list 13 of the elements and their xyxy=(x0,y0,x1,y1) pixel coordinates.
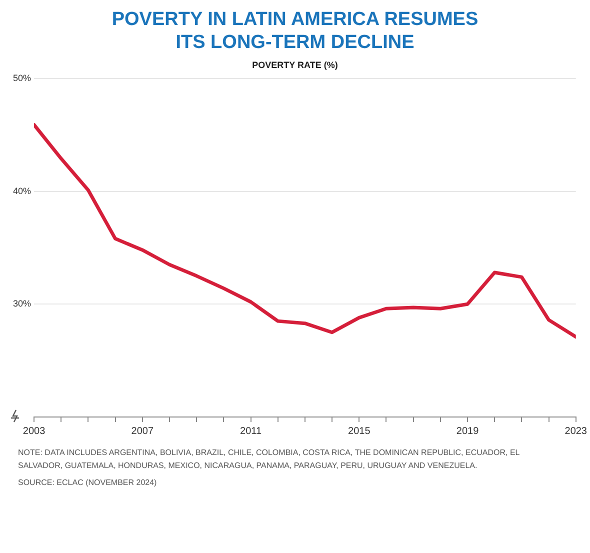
source-note: SOURCE: ECLAC (NOVEMBER 2024) xyxy=(18,477,158,489)
x-tick-label: 2007 xyxy=(131,426,154,437)
x-tick-label: 2023 xyxy=(564,426,588,437)
y-tick-label: 30% xyxy=(13,298,32,309)
chart-title: POVERTY IN LATIN AMERICA RESUMES ITS LONG-TERM DECLINE xyxy=(110,8,480,54)
y-tick-label: 50% xyxy=(13,72,32,83)
text: NOTE: DATA INCLUDES ARGENTINA, BOLIVIA, BRAZIL, CHILE, COLOMBIA, COSTA RICA, THE DOMINICAN REPUBLIC, ECUADOR, EL SALVADOR, GUATEMALA, HONDURAS, MEXICO, NICARAGUA, PANAMA, PARAGUAY, PERU, URUGUAY AND VENEZUELA. xyxy=(18,447,520,472)
x-tick-label: 2003 xyxy=(22,426,46,437)
x-tick-label: 2015 xyxy=(348,426,371,437)
x-tick-label: 2011 xyxy=(240,426,262,437)
y-tick-label: 40% xyxy=(13,186,32,196)
chart-subtitle: POVERTY RATE (%) xyxy=(251,60,339,70)
x-tick-label: 2019 xyxy=(456,426,480,437)
